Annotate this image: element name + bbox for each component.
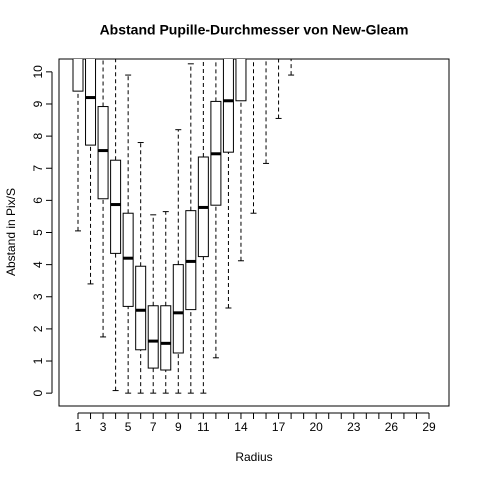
box: [147, 305, 159, 369]
x-tick-label: 3: [100, 420, 107, 434]
box: [72, 59, 84, 92]
box: [172, 264, 184, 354]
x-axis-label: Radius: [235, 450, 272, 464]
box: [122, 212, 134, 307]
y-tick-label: 8: [31, 132, 45, 139]
plot-area: [72, 59, 295, 394]
x-tick-label: 11: [197, 420, 210, 434]
y-tick-label: 7: [31, 165, 45, 172]
y-tick-label: 0: [31, 389, 45, 396]
x-tick-label: 7: [150, 420, 157, 434]
x-tick-label: 14: [234, 420, 248, 434]
y-axis-label: Abstand in Pix/S: [4, 188, 18, 276]
y-tick-label: 3: [31, 293, 45, 300]
box: [222, 59, 234, 153]
x-tick-label: 29: [422, 420, 436, 434]
box: [135, 265, 147, 351]
box: [235, 59, 247, 102]
y-tick-label: 5: [31, 229, 45, 236]
chart-title: Abstand Pupille-Durchmesser von New-Glea…: [100, 22, 409, 38]
y-tick-label: 10: [31, 65, 45, 79]
y-tick-label: 6: [31, 197, 45, 204]
x-tick-label: 17: [272, 420, 286, 434]
box: [160, 305, 172, 371]
x-tick-label: 20: [309, 420, 323, 434]
box: [97, 106, 109, 200]
box: [85, 59, 97, 146]
x-tick-label: 9: [175, 420, 182, 434]
y-tick-label: 2: [31, 325, 45, 332]
x-tick-label: 26: [385, 420, 399, 434]
x-tick-label: 5: [125, 420, 132, 434]
y-tick-label: 1: [31, 357, 45, 364]
x-tick-label: 23: [347, 420, 361, 434]
y-tick-label: 4: [31, 261, 45, 268]
x-tick-label: 1: [75, 420, 82, 434]
y-tick-label: 9: [31, 100, 45, 107]
box: [110, 159, 122, 254]
